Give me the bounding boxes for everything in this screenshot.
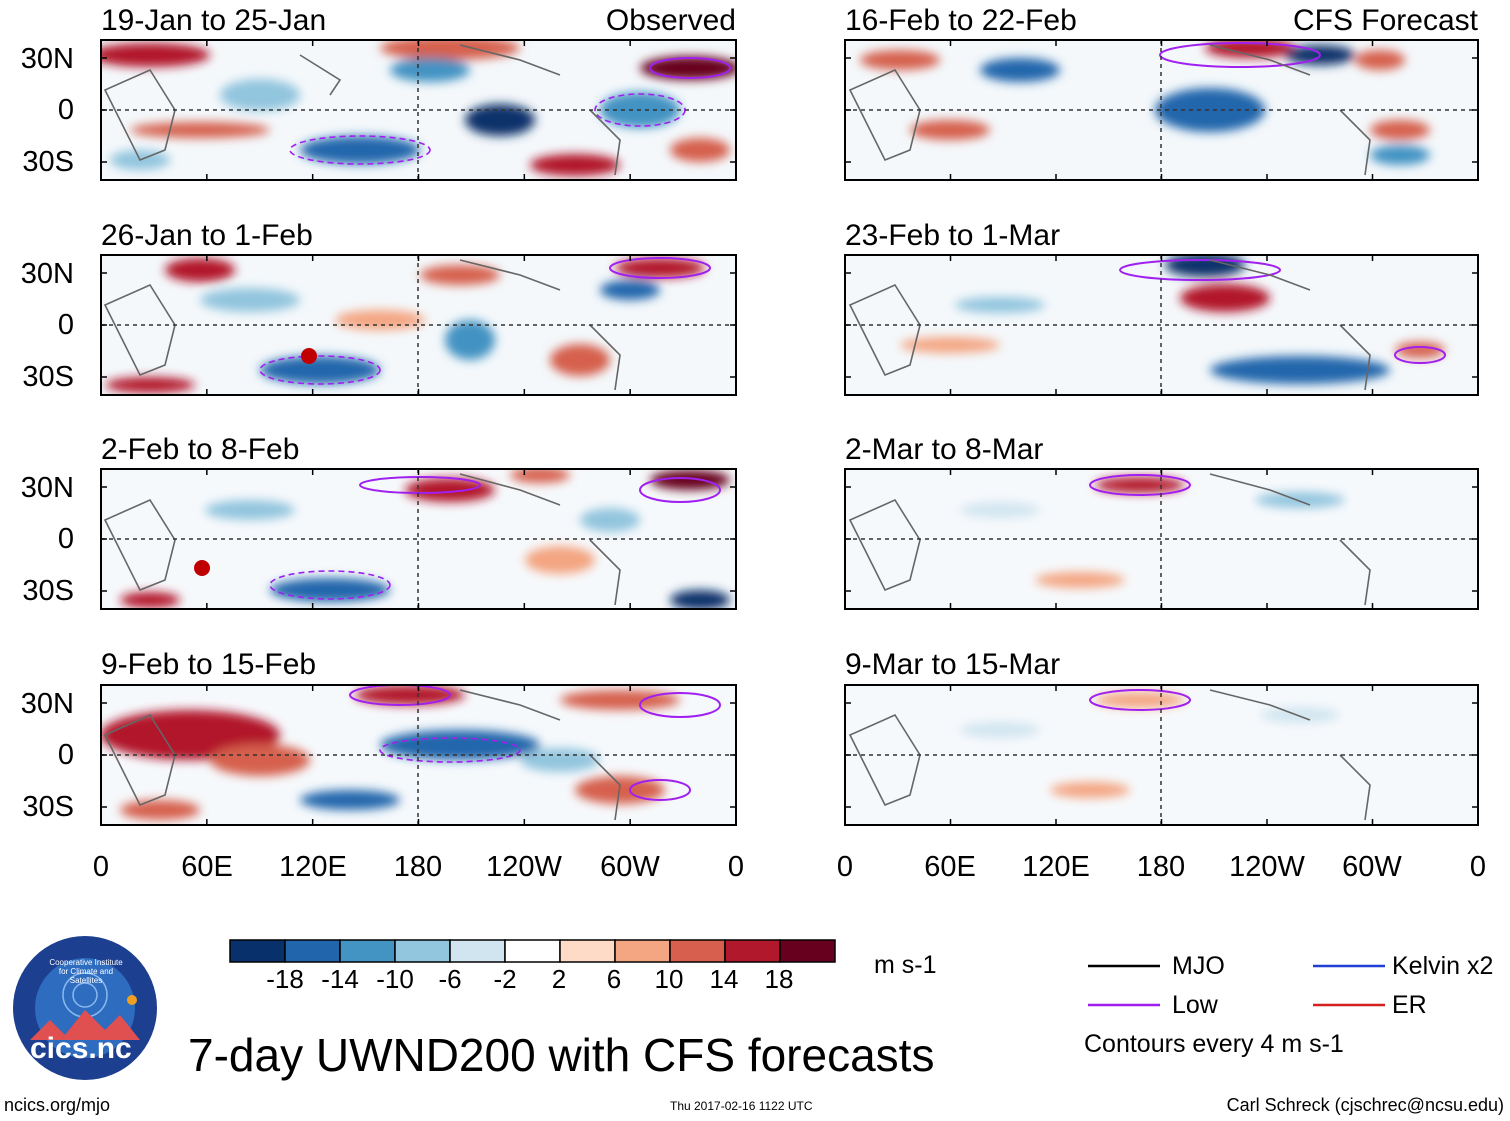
storm-marker-icon (301, 348, 317, 364)
colorbar-tick: 10 (654, 964, 684, 994)
x-label: 180 (1136, 851, 1186, 883)
logo-ring-text: Cooperative Institute for Climate and Sa… (49, 958, 123, 985)
axis-ticks (100, 40, 1479, 825)
colorbar-tick: 14 (709, 964, 739, 994)
x-label: 60W (600, 851, 660, 883)
x-label: 60E (181, 851, 233, 883)
x-label: 0 (836, 851, 854, 883)
colorbar-swatch (779, 939, 836, 963)
panel-title: 9-Feb to 15-Feb (101, 648, 317, 681)
panel-title: 16-Feb to 22-Feb (845, 4, 1077, 37)
footer-url[interactable]: ncics.org/mjo (4, 1095, 111, 1115)
logo-text: cics.nc (30, 1032, 132, 1065)
panel-tag-forecast: CFS Forecast (1292, 4, 1478, 37)
colorbar-tick: 2 (551, 964, 567, 994)
y-label: 0 (57, 523, 74, 555)
y-label: 30N (20, 688, 74, 720)
x-label: 60E (924, 851, 976, 883)
colorbar-tick: -14 (321, 964, 359, 994)
x-label: 120W (486, 851, 562, 883)
colorbar (229, 939, 836, 963)
y-label: 30N (20, 258, 74, 290)
y-label: 30S (22, 146, 74, 178)
colorbar-units: m s-1 (874, 951, 937, 979)
x-label: 120E (279, 851, 347, 883)
x-label: 60W (1342, 851, 1402, 883)
cics-logo-icon (13, 936, 157, 1080)
y-label: 30S (22, 791, 74, 823)
colorbar-swatch (669, 939, 726, 963)
x-label: 120W (1229, 851, 1305, 883)
colorbar-swatch (559, 939, 616, 963)
panel-title: 26-Jan to 1-Feb (101, 219, 313, 252)
legend-low-label: Low (1172, 991, 1218, 1019)
panel-title: 2-Feb to 8-Feb (101, 433, 300, 466)
reference-lines (101, 40, 1478, 825)
legend-kelvin-label: Kelvin x2 (1392, 952, 1494, 980)
y-label: 30N (20, 43, 74, 75)
x-label: 0 (92, 851, 110, 883)
colorbar-tick: -2 (493, 964, 517, 994)
colorbar-swatch (504, 939, 561, 963)
colorbar-tick: -18 (266, 964, 304, 994)
y-label: 30S (22, 575, 74, 607)
colorbar-swatch (229, 939, 286, 963)
panel-title: 19-Jan to 25-Jan (101, 4, 327, 37)
legend-lines (1088, 964, 1385, 1007)
panel-title: 2-Mar to 8-Mar (845, 433, 1044, 466)
x-label: 120E (1022, 851, 1090, 883)
map-panel-observed-1 (101, 40, 736, 180)
footer-timestamp: Thu 2017-02-16 1122 UTC (670, 1099, 813, 1113)
x-label: 0 (1469, 851, 1487, 883)
y-label: 30S (22, 361, 74, 393)
colorbar-swatch (614, 939, 671, 963)
legend-note: Contours every 4 m s-1 (1084, 1030, 1344, 1058)
colorbar-swatch (339, 939, 396, 963)
figure-title: 7-day UWND200 with CFS forecasts (188, 1029, 935, 1081)
x-label: 0 (727, 851, 745, 883)
storm-marker-icon (194, 560, 210, 576)
y-label: 0 (57, 309, 74, 341)
colorbar-swatch (724, 939, 781, 963)
panel-tag-observed: Observed (605, 4, 736, 37)
x-label: 180 (393, 851, 443, 883)
colorbar-tick: 18 (764, 964, 794, 994)
colorbar-swatch (284, 939, 341, 963)
panel-title: 23-Feb to 1-Mar (845, 219, 1061, 252)
y-label: 0 (57, 739, 74, 771)
colorbar-swatch (394, 939, 451, 963)
colorbar-tick: -6 (438, 964, 462, 994)
footer-credit: Carl Schreck (cjschrec@ncsu.edu) (1226, 1095, 1504, 1115)
y-label: 0 (57, 94, 74, 126)
colorbar-tick: -10 (376, 964, 414, 994)
legend-er-label: ER (1392, 991, 1427, 1019)
y-label: 30N (20, 472, 74, 504)
legend-mjo-label: MJO (1172, 952, 1225, 980)
colorbar-tick: 6 (606, 964, 622, 994)
colorbar-swatch (449, 939, 506, 963)
panel-title: 9-Mar to 15-Mar (845, 648, 1061, 681)
